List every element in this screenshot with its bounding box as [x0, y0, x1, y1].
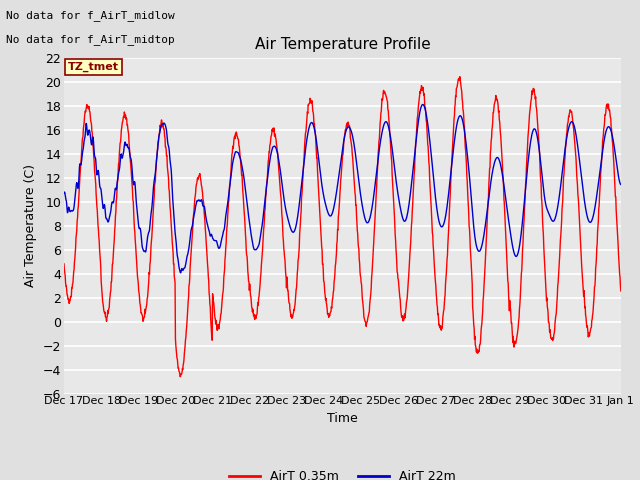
Legend: AirT 0.35m, AirT 22m: AirT 0.35m, AirT 22m — [224, 465, 461, 480]
Text: No data for f_AirT_midtop: No data for f_AirT_midtop — [6, 34, 175, 45]
Y-axis label: Air Temperature (C): Air Temperature (C) — [24, 164, 37, 287]
Text: TZ_tmet: TZ_tmet — [68, 62, 119, 72]
Text: No data for f_AirT_midlow: No data for f_AirT_midlow — [6, 10, 175, 21]
X-axis label: Time: Time — [327, 412, 358, 425]
Title: Air Temperature Profile: Air Temperature Profile — [255, 37, 430, 52]
